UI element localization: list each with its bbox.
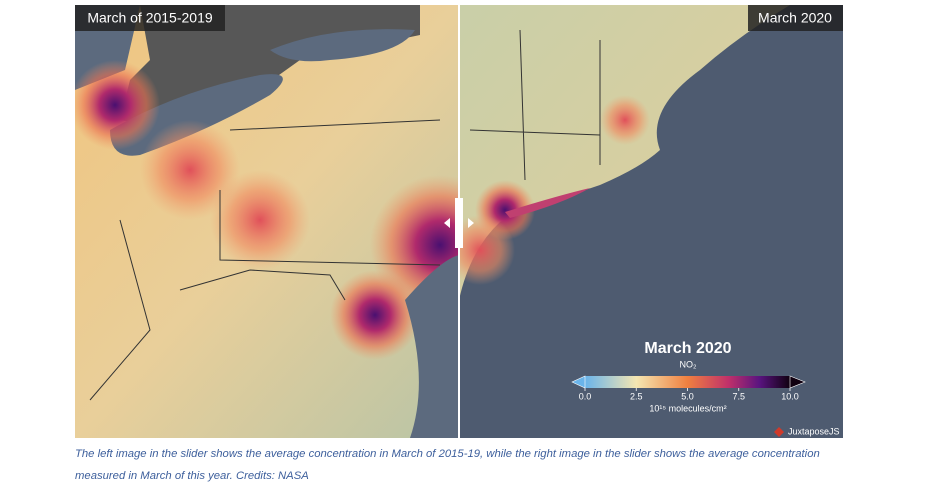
hotspot: [600, 95, 650, 145]
caption: The left image in the slider shows the a…: [75, 448, 820, 482]
colorbar-tick-label: 10.0: [781, 391, 799, 401]
lake: [110, 74, 283, 156]
colorbar-unit: 10¹⁵ molecules/cm²: [649, 403, 726, 413]
hotspot: [210, 170, 310, 270]
hotspot: [140, 120, 240, 220]
colorbar-tick-label: 0.0: [579, 391, 592, 401]
colorbar-title: March 2020: [644, 340, 731, 357]
right-map: [459, 5, 843, 438]
hotspot: [330, 270, 420, 360]
label-box: [748, 5, 843, 31]
handle-arrows[interactable]: [444, 218, 474, 228]
hotspot: [75, 60, 160, 150]
colorbar-arrow: [789, 375, 806, 389]
image-slider: March of 2015-2019 March 2020 March 2020…: [75, 5, 843, 438]
borders: [89, 119, 441, 401]
colorbar: March 2020 NO₂ 10¹⁵ molecules/cm² 0.0 2.5…: [571, 340, 806, 413]
right-label: March 2020: [758, 10, 832, 26]
credit-icon: [774, 427, 784, 437]
colorbar-tick-label: 7.5: [732, 391, 745, 401]
left-map: [75, 5, 459, 438]
ocean: [405, 255, 459, 438]
hotspot: [459, 215, 515, 285]
long-island: [505, 188, 590, 218]
colorbar-ramp: [585, 376, 790, 388]
borders: [469, 29, 601, 181]
ocean: [459, 5, 843, 438]
colorbar-tick-label: 2.5: [630, 391, 643, 401]
colorbar-tick-label: 5.0: [681, 391, 694, 401]
label-box: [75, 5, 225, 31]
slider-handle[interactable]: [444, 198, 474, 248]
left-label: March of 2015-2019: [87, 10, 213, 26]
lake: [270, 29, 415, 62]
colorbar-subtitle: NO₂: [680, 359, 698, 369]
credit[interactable]: JuxtaposeJS: [788, 426, 840, 436]
handle-bar[interactable]: [455, 198, 463, 248]
colorbar-arrow: [571, 375, 586, 389]
